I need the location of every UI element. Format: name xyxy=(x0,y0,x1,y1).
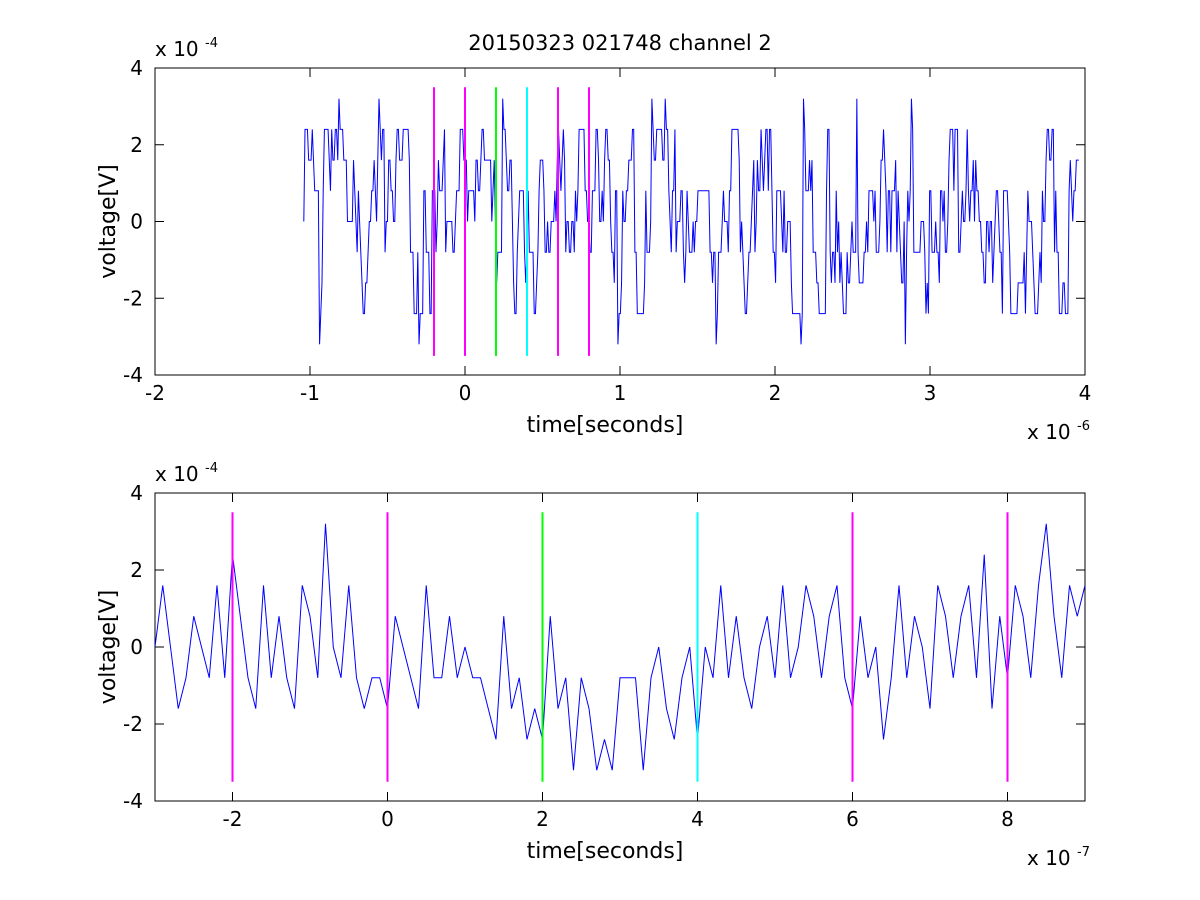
plot-area xyxy=(155,512,1085,782)
y-axis-label: voltage[V] xyxy=(96,590,121,704)
x-tick-label: 1 xyxy=(614,381,627,405)
y-exponent-label: x 10 -4 xyxy=(155,461,218,486)
x-tick-label: 4 xyxy=(691,807,704,831)
x-tick-label: -1 xyxy=(300,381,320,405)
x-tick-label: -2 xyxy=(223,807,243,831)
plot-title: 20150323 021748 channel 2 xyxy=(468,31,772,55)
x-tick-label: 8 xyxy=(1001,807,1014,831)
plot-area xyxy=(303,87,1079,356)
y-exponent-label: x 10 -4 xyxy=(155,36,218,61)
x-exponent: -7 xyxy=(1077,845,1090,860)
y-exponent: -4 xyxy=(205,461,218,476)
x-tick-label: 4 xyxy=(1079,381,1092,405)
y-tick-label: 0 xyxy=(130,210,143,234)
y-tick-label: -2 xyxy=(123,286,143,310)
y-tick-label: -2 xyxy=(123,712,143,736)
x-tick-label: 2 xyxy=(769,381,782,405)
x-tick-label: 3 xyxy=(924,381,937,405)
x-tick-label: -2 xyxy=(145,381,165,405)
y-tick-label: 2 xyxy=(130,133,143,157)
y-tick-label: 4 xyxy=(130,56,143,80)
y-tick-label: -4 xyxy=(123,363,143,387)
panel-top: -2 -1 0 1 2 3 4-4-2024time[seconds]voltage[V]x… xyxy=(96,36,1091,444)
x-axis-label: time[seconds] xyxy=(527,839,684,864)
x-exponent-label: x 10 -6 xyxy=(1027,419,1090,444)
y-tick-label: 2 xyxy=(130,558,143,582)
x-tick-label: 2 xyxy=(536,807,549,831)
x-tick-label: 6 xyxy=(846,807,859,831)
signal-line xyxy=(155,523,1085,771)
axes-box xyxy=(154,67,1086,376)
panel-bottom: -2 0 2 4 6 8 -4 -2 0 2 4 time[seconds] voltage[V] x 1… xyxy=(96,461,1090,870)
x-exponent: -6 xyxy=(1077,419,1090,434)
y-tick-label: 4 xyxy=(130,481,143,505)
y-tick-label: 0 xyxy=(130,635,143,659)
y-axis-label: voltage[V] xyxy=(96,164,121,278)
x-axis-label: time[seconds] xyxy=(527,413,684,438)
y-exponent: -4 xyxy=(205,36,218,51)
x-tick-label: 0 xyxy=(459,381,472,405)
x-exponent-label: x 10 -7 xyxy=(1027,845,1090,870)
y-tick-label: -4 xyxy=(123,789,143,813)
x-tick-label: 0 xyxy=(381,807,394,831)
axes-box xyxy=(154,492,1086,802)
signal-line xyxy=(303,98,1079,345)
